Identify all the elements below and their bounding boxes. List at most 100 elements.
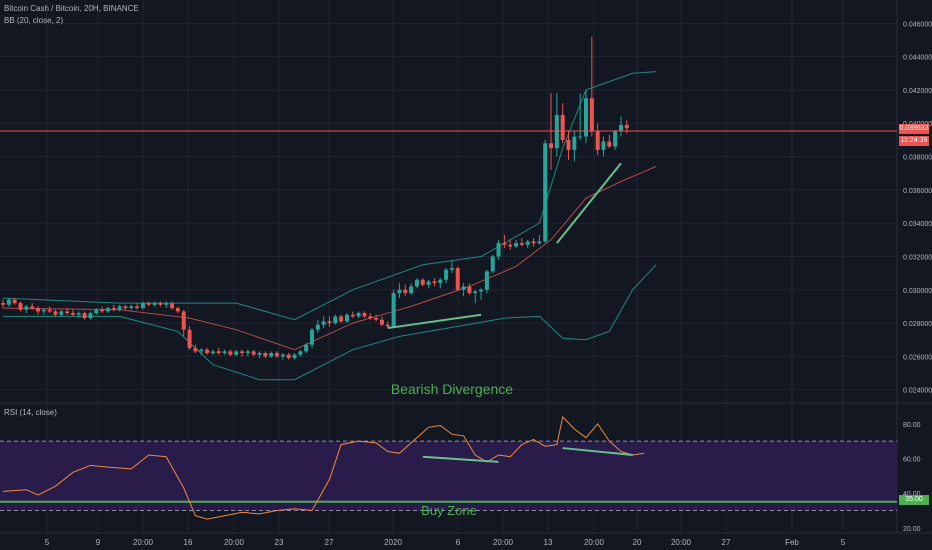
y-tick-label: 0.032000 <box>903 254 932 261</box>
candle-body <box>490 256 495 272</box>
candle-body <box>76 313 81 315</box>
y-tick-label: 0.038000 <box>903 155 932 162</box>
candle-body <box>117 306 122 310</box>
candle-body <box>584 98 588 137</box>
x-tick-label: 20:00 <box>671 538 692 547</box>
y-tick-label: 0.034000 <box>903 221 932 228</box>
y-tick-label: 0.042000 <box>903 88 932 95</box>
candle-body <box>280 354 285 357</box>
candle-body <box>496 243 501 257</box>
candle-body <box>30 306 35 309</box>
candle-body <box>1 303 5 305</box>
rsi-line <box>2 415 645 520</box>
candle-body <box>53 311 58 315</box>
candle-body <box>414 279 419 287</box>
candle-body <box>502 243 507 245</box>
candle-body <box>59 311 64 315</box>
candle-body <box>298 351 303 355</box>
candle-body <box>339 316 344 322</box>
candle-body <box>589 98 594 132</box>
candle-body <box>170 303 175 309</box>
candle-body <box>327 321 332 324</box>
x-tick-label: 20:00 <box>493 538 514 547</box>
candle-body <box>356 313 361 317</box>
indicator-label: BB (20, close, 2) <box>4 16 64 25</box>
candle-body <box>111 308 116 310</box>
candle-body <box>135 306 140 309</box>
candle-body <box>543 143 548 242</box>
candle-body <box>426 281 431 285</box>
y-tick-label: 0.024000 <box>903 388 932 395</box>
rsi-divergence-line <box>422 455 499 463</box>
bb-basis-line <box>2 166 657 351</box>
buy-zone-tag: 35.00 <box>899 495 929 505</box>
candle-body <box>12 299 17 304</box>
candle-body <box>263 353 268 357</box>
chart-title: Bitcoin Cash / Bitcoin, 20H, BINANCE <box>4 4 139 13</box>
candle-body <box>333 316 338 324</box>
candle-body <box>251 351 256 355</box>
candle-body <box>525 241 530 245</box>
candle-body <box>275 353 280 357</box>
candle-body <box>560 114 565 140</box>
candle-body <box>234 351 239 355</box>
candle-body <box>432 281 437 284</box>
y-tick-label: 0.030000 <box>903 288 932 295</box>
candle-body <box>18 303 23 310</box>
candle-body <box>578 136 583 138</box>
candle-body <box>152 303 157 305</box>
candle-body <box>554 114 559 149</box>
candle-body <box>245 351 250 354</box>
candle-body <box>164 303 169 305</box>
candle-body <box>566 139 571 150</box>
rsi-tick-label: 80.00 <box>903 422 921 429</box>
candle-body <box>537 241 542 244</box>
x-tick-label: 27 <box>722 538 731 547</box>
x-tick-label: Feb <box>785 538 799 547</box>
candle-body <box>385 324 390 327</box>
candle-body <box>508 244 513 247</box>
divergence-line <box>556 162 622 244</box>
buy-zone-annotation: Buy Zone <box>421 503 477 518</box>
candle-body <box>618 124 623 132</box>
candle-body <box>6 299 11 305</box>
x-tick-label: 20:00 <box>133 538 154 547</box>
candle-body <box>228 351 233 355</box>
x-tick-label: 13 <box>544 538 553 547</box>
candle-body <box>24 306 29 310</box>
candle-body <box>514 243 519 247</box>
rsi-tick-label: 20.00 <box>903 526 921 533</box>
candle-body <box>35 308 40 312</box>
candle-body <box>205 349 210 354</box>
candle-body <box>210 351 215 354</box>
candle-body <box>379 319 384 325</box>
candle-body <box>344 314 349 322</box>
candle-body <box>105 308 110 312</box>
candle-body <box>374 318 379 320</box>
candle-body <box>286 354 291 359</box>
x-tick-label: 9 <box>96 538 101 547</box>
candle-body <box>549 143 554 149</box>
rsi-divergence-line <box>562 447 633 456</box>
candle-body <box>222 351 227 354</box>
candle-body <box>321 321 326 325</box>
candle-body <box>47 309 52 312</box>
candle-body <box>140 303 145 309</box>
candle-body <box>123 306 128 309</box>
last-price-tag: 0.039533 <box>899 124 929 134</box>
y-tick-label: 0.044000 <box>903 55 932 62</box>
candle-body <box>257 353 262 355</box>
bb-upper-line <box>2 71 657 321</box>
candle-body <box>420 279 425 285</box>
bearish-divergence-annotation: Bearish Divergence <box>391 381 513 397</box>
candle-body <box>175 308 180 312</box>
candle-body <box>601 141 606 150</box>
x-tick-label: 27 <box>325 538 334 547</box>
candle-body <box>350 314 355 317</box>
candle-body <box>531 241 536 244</box>
candle-body <box>397 289 402 294</box>
candle-body <box>158 303 163 305</box>
candle-body <box>455 268 460 290</box>
candle-body <box>41 309 46 312</box>
